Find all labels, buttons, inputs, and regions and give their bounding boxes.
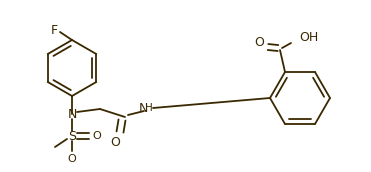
Text: O: O: [254, 36, 264, 49]
Text: O: O: [110, 136, 120, 148]
Text: O: O: [68, 154, 76, 164]
Text: H: H: [145, 103, 153, 113]
Text: OH: OH: [299, 30, 318, 44]
Text: N: N: [138, 101, 148, 115]
Text: N: N: [67, 109, 77, 121]
Text: S: S: [68, 130, 76, 142]
Text: F: F: [50, 24, 58, 36]
Text: O: O: [93, 131, 101, 141]
